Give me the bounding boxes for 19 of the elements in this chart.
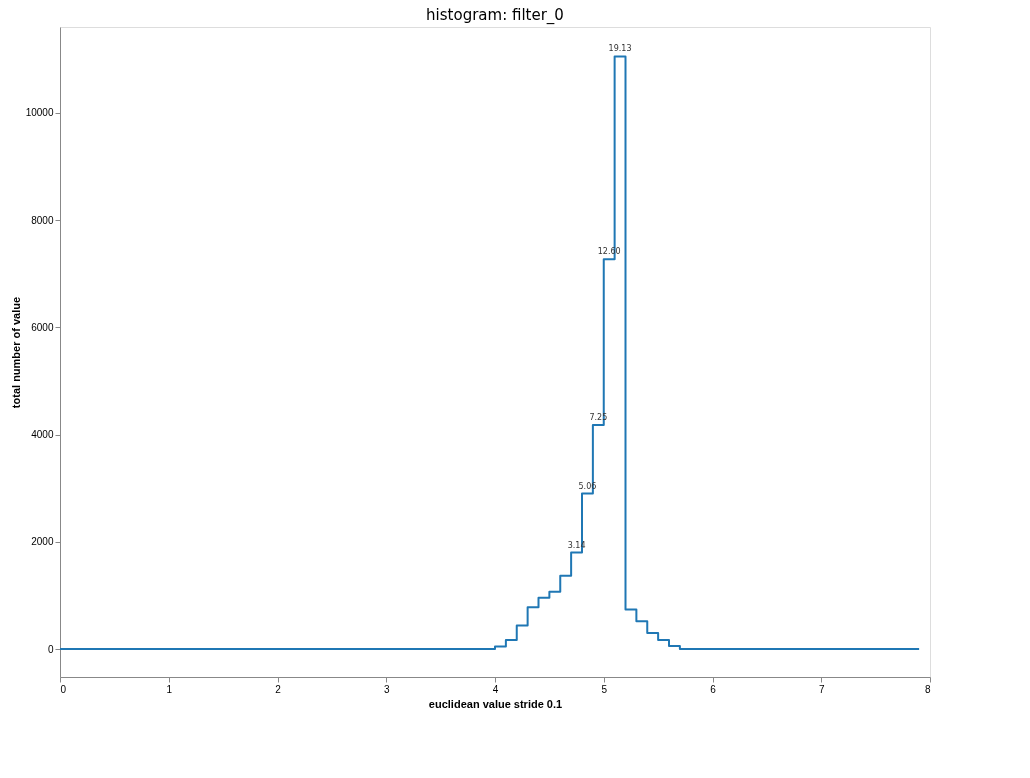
x-tick-label: 4	[492, 683, 499, 695]
y-tick-label: 10000	[25, 107, 54, 119]
x-tick-label: 1	[166, 683, 173, 695]
y-tick-label: 8000	[31, 214, 54, 226]
x-tick-label: 8	[924, 683, 931, 695]
y-axis-title: total number of value	[9, 296, 22, 409]
x-tick-label: 6	[710, 683, 717, 695]
annotation: 19.13	[608, 44, 632, 54]
x-axis-title: euclidean value stride 0.1	[428, 697, 563, 710]
x-tick-label: 0	[60, 683, 67, 695]
y-tick-label: 6000	[31, 321, 54, 333]
x-tick-label: 3	[383, 683, 390, 695]
y-tick-label: 4000	[31, 429, 54, 441]
x-tick-label: 5	[601, 683, 608, 695]
y-tick-label: 0	[47, 643, 54, 655]
y-tick-label: 2000	[31, 536, 54, 548]
x-tick-label: 2	[275, 683, 282, 695]
x-tick-label: 7	[818, 683, 825, 695]
chart-title: histogram: filter_0	[426, 6, 564, 25]
